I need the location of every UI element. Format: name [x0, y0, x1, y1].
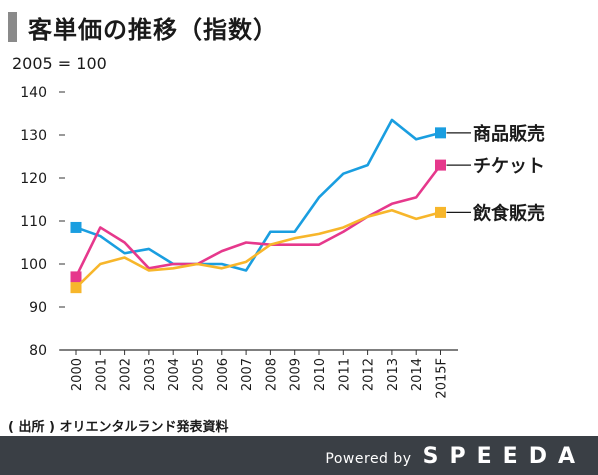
x-tick-label: 2013 — [386, 358, 401, 391]
legend-label: 飲食販売 — [472, 202, 545, 224]
x-tick-label: 2003 — [143, 358, 158, 391]
x-tick-label: 2008 — [264, 358, 279, 391]
series-marker — [435, 127, 446, 139]
series-marker — [70, 221, 82, 233]
source-note: ( 出所 ) オリエンタルランド発表資料 — [8, 420, 229, 435]
footer-bar: Powered by SPEEDA — [0, 436, 598, 475]
x-tick-label: 2007 — [240, 358, 255, 391]
legend-label: 商品販売 — [473, 123, 545, 145]
y-tick-label: 110 — [20, 214, 47, 230]
x-tick-label: 2015F — [435, 358, 450, 399]
y-tick-label: 90 — [29, 300, 47, 316]
series-marker — [435, 159, 446, 171]
x-tick-label: 2012 — [362, 358, 377, 391]
x-tick-label: 2002 — [119, 358, 134, 391]
y-tick-label: 130 — [20, 128, 47, 144]
x-tick-label: 2011 — [337, 358, 352, 391]
x-tick-label: 2001 — [94, 358, 109, 391]
series-line — [75, 208, 441, 289]
legend-label: チケット — [473, 156, 545, 177]
y-tick-label: 120 — [20, 171, 47, 187]
x-tick-label: 2010 — [313, 358, 328, 391]
line-chart: 80 90 100 110 120 130 140 2000 2001 2002 2003 2004 2… — [20, 85, 545, 399]
y-tick-label: 100 — [20, 257, 47, 273]
x-tick-label: 2000 — [70, 358, 85, 391]
powered-by: Powered by SPEEDA — [325, 444, 586, 469]
x-tick-label: 2014 — [410, 358, 425, 391]
chart-title: 客単価の推移（指数） — [28, 16, 278, 44]
y-tick-label: 140 — [20, 85, 47, 101]
series-marker — [70, 282, 82, 294]
series-line — [75, 118, 441, 272]
series-marker — [435, 206, 446, 218]
x-tick-label: 2006 — [216, 358, 231, 391]
series-marker — [70, 271, 82, 283]
unit-label: 2005 = 100 — [12, 54, 107, 73]
y-tick-label: 80 — [29, 343, 47, 359]
x-tick-label: 2009 — [289, 358, 304, 391]
x-tick-label: 2004 — [167, 358, 182, 391]
series-line — [74, 164, 442, 278]
title-accent-bar — [8, 12, 17, 42]
powered-by-label: Powered by — [325, 451, 412, 467]
x-tick-label: 2005 — [192, 358, 207, 391]
brand-logo: SPEEDA — [422, 444, 586, 469]
